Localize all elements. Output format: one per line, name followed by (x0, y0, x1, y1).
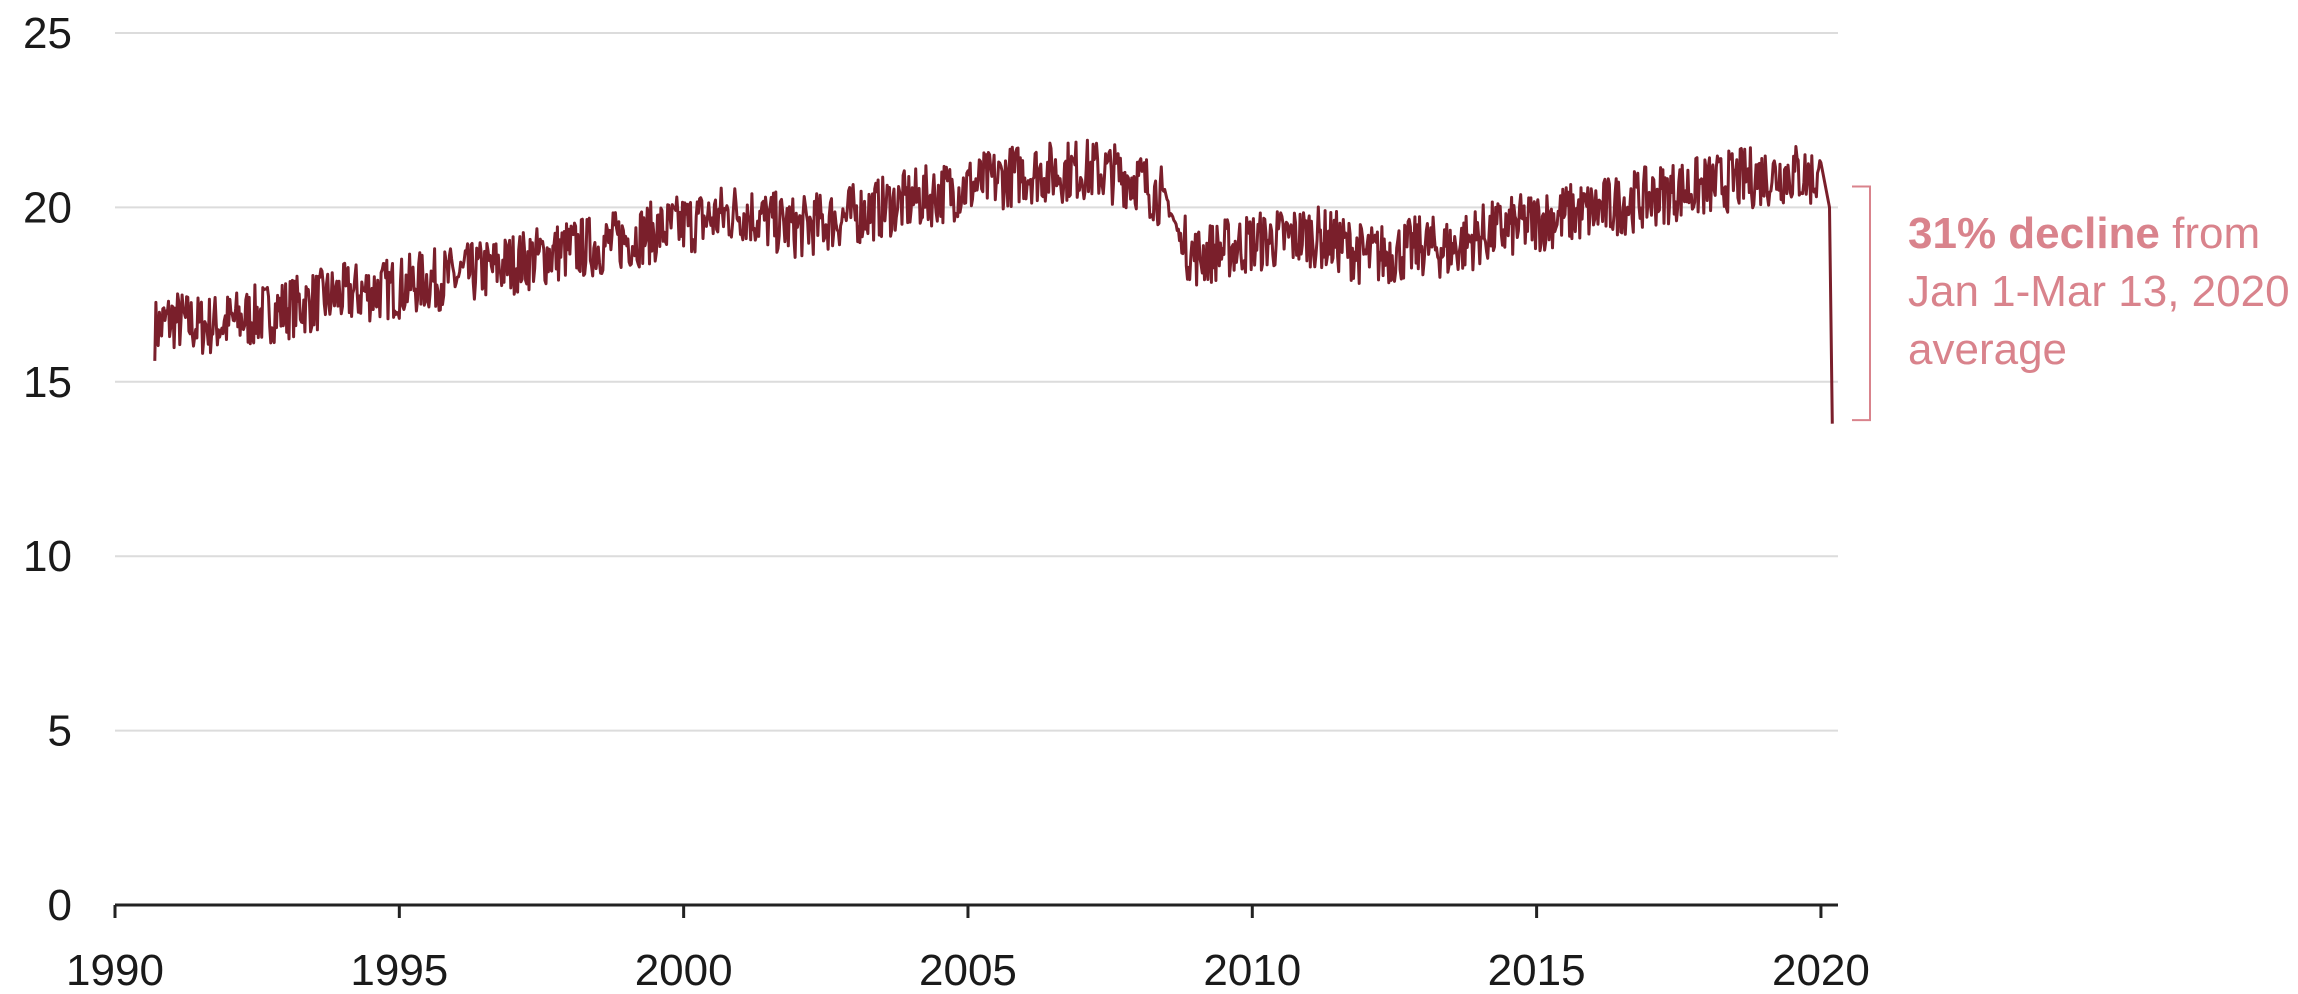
y-tick-label-10: 10 (23, 532, 72, 581)
gridlines (115, 32, 1838, 732)
y-tick-label-15: 15 (23, 358, 72, 407)
x-tick-label-1995: 1995 (350, 946, 448, 994)
x-tick-label-2020: 2020 (1772, 946, 1870, 994)
y-tick-label-25: 25 (23, 9, 72, 58)
y-tick-label-0: 0 (48, 881, 72, 930)
annotation-bold: 31% decline (1908, 209, 2160, 258)
annotation-text: 31% decline from Jan 1-Mar 13, 2020 aver… (1908, 205, 2298, 379)
y-tick-label-5: 5 (48, 707, 72, 756)
y-tick-label-20: 20 (23, 183, 72, 232)
x-axis (113, 903, 1838, 918)
x-axis-labels: 1990 1995 2000 2005 2010 2015 2020 (66, 946, 1870, 994)
x-tick-label-1990: 1990 (66, 946, 164, 994)
x-tick-label-2005: 2005 (919, 946, 1017, 994)
annotation-bracket-layer (1852, 185, 1871, 422)
x-tick-label-2010: 2010 (1203, 946, 1301, 994)
annotation-bracket (1852, 185, 1871, 422)
series-layer (153, 138, 1834, 424)
series-line (153, 138, 1834, 424)
x-tick-label-2000: 2000 (635, 946, 733, 994)
y-axis-labels: 0 5 10 15 20 25 (23, 9, 72, 930)
x-tick-label-2015: 2015 (1488, 946, 1586, 994)
annotation-rest: from Jan 1-Mar 13, 2020 average (1908, 209, 2290, 374)
